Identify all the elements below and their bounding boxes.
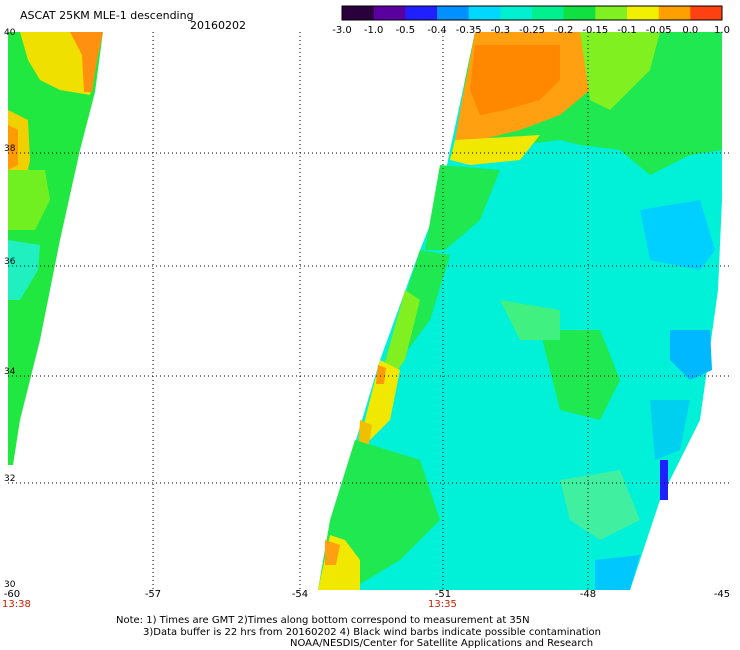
colorbar-frame: [341, 5, 723, 21]
lon-label-60: -60: [3, 589, 21, 600]
lat-label-36: 36: [4, 257, 16, 267]
colorbar: [341, 5, 723, 21]
colorbar-tick-label: -0.4: [427, 25, 447, 36]
note-line-1: Note: 1) Times are GMT 2)Times along bot…: [116, 615, 530, 626]
colorbar-tick-label: -0.5: [395, 25, 416, 36]
note-line-2: 3)Data buffer is 22 hrs from 20160202 4)…: [143, 627, 601, 638]
lat-label-34: 34: [4, 367, 16, 377]
lon-label-45: -45: [713, 589, 731, 600]
colorbar-tick-label: -0.05: [645, 25, 672, 36]
colorbar-segment: [595, 6, 628, 20]
lon-label-48: -48: [579, 589, 597, 600]
colorbar-segment: [342, 6, 375, 20]
colorbar-segment: [627, 6, 660, 20]
time-label-west: 13:38: [2, 599, 31, 610]
lon-label-54: -54: [291, 589, 309, 600]
note-line-3: NOAA/NESDIS/Center for Satellite Applica…: [290, 638, 594, 649]
colorbar-tick-label: 0.0: [682, 25, 699, 36]
colorbar-segment: [468, 6, 501, 20]
colorbar-tick-label: -1.0: [363, 25, 384, 36]
time-label-east: 13:35: [428, 599, 457, 610]
colorbar-segment: [373, 6, 406, 20]
colorbar-tick-label: -0.35: [455, 25, 482, 36]
colorbar-segment: [405, 6, 438, 20]
map-date: 20160202: [190, 19, 246, 32]
map-title: ASCAT 25KM MLE-1 descending: [20, 9, 194, 22]
colorbar-segment: [437, 6, 470, 20]
lon-label-57: -57: [144, 589, 162, 600]
east-swath: [318, 32, 722, 590]
colorbar-tick-label: -0.3: [490, 25, 511, 36]
colorbar-tick-label: 1.0: [714, 25, 730, 36]
colorbar-segment: [690, 6, 723, 20]
colorbar-segment: [532, 6, 565, 20]
colorbar-tick-label: -3.0: [332, 25, 352, 36]
lat-label-38: 38: [4, 144, 16, 154]
colorbar-tick-label: -0.15: [582, 25, 609, 36]
lat-label-30: 30: [4, 580, 16, 590]
colorbar-segment: [563, 6, 596, 20]
grid-lines: [8, 32, 732, 590]
colorbar-segment: [658, 6, 691, 20]
colorbar-segment: [500, 6, 533, 20]
lat-label-32: 32: [4, 474, 16, 484]
colorbar-tick-label: -0.25: [519, 25, 545, 36]
colorbar-tick-label: -0.2: [553, 25, 574, 36]
lat-label-40: 40: [4, 28, 16, 38]
west-swath: [8, 32, 103, 465]
colorbar-tick-label: -0.1: [617, 25, 637, 36]
lon-label-51: -51: [434, 589, 452, 600]
